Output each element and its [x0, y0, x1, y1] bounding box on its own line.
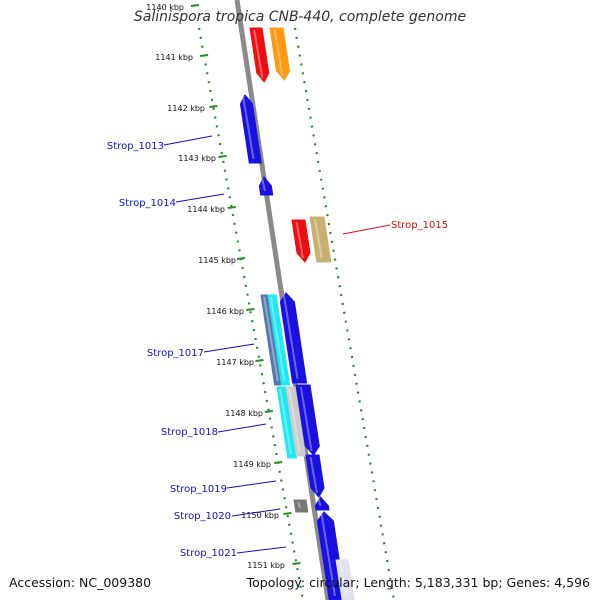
gene-strop-1013-highlight [242, 96, 255, 160]
gene-light-1021-highlight [339, 561, 348, 597]
tick-mark-3 [218, 155, 227, 158]
tick-label-1142: 1142 kbp [167, 104, 205, 113]
leader-strop-1020 [231, 508, 281, 517]
tick-mark-0 [190, 4, 200, 7]
gene-red-strop-1015[interactable] [291, 219, 311, 263]
gene-strop-1021-highlight [320, 513, 336, 597]
accession-text: Accession: NC_009380 [9, 575, 152, 590]
gene-gray-1018[interactable] [285, 386, 307, 457]
outer-dotted-ring [293, 27, 396, 600]
tick-label-1140: 1140 kbp [146, 3, 184, 12]
tick-label-1146: 1146 kbp [206, 307, 244, 316]
gene-label-strop-1017[interactable]: Strop_1017 [147, 348, 204, 359]
gene-strop-1014[interactable] [258, 176, 274, 196]
gene-labels: Strop_1013 Strop_1014 Strop_1015 Strop_1… [107, 135, 448, 559]
leader-strop-1017 [203, 343, 255, 353]
gene-blue-1018-right[interactable] [295, 384, 320, 456]
tick-mark-8 [264, 410, 273, 413]
tick-mark-11 [292, 562, 301, 565]
gene-label-strop-1015[interactable]: Strop_1015 [391, 220, 448, 231]
tick-label-1144: 1144 kbp [187, 205, 225, 214]
gene-strop-1018[interactable] [276, 386, 298, 459]
tick-mark-1 [199, 54, 209, 57]
gene-orange-top-highlight [273, 29, 284, 77]
gene-label-strop-1018[interactable]: Strop_1018 [161, 427, 218, 438]
genome-summary-text: Topology: circular; Length: 5,183,331 bp… [246, 575, 590, 590]
gene-red-top-highlight [253, 29, 264, 79]
gene-orange-top[interactable] [269, 27, 291, 81]
gene-label-strop-1014[interactable]: Strop_1014 [119, 198, 176, 209]
tick-mark-4 [227, 206, 236, 209]
tick-mark-5 [236, 257, 246, 260]
gene-strop-1017[interactable] [267, 294, 291, 386]
map-title: Salinispora tropica CNB-440, complete ge… [133, 9, 467, 25]
gene-gray-1018-highlight [288, 388, 301, 453]
gene-red-top[interactable] [249, 27, 270, 83]
tick-label-1151: 1151 kbp [247, 561, 285, 570]
tick-mark-10 [283, 512, 292, 515]
gene-blue-1018-right-highlight [299, 386, 313, 452]
gene-blue-1017-right[interactable] [279, 292, 308, 384]
tick-label-1148: 1148 kbp [225, 409, 263, 418]
gene-features [239, 27, 355, 600]
gene-strop-1014-highlight [261, 178, 266, 192]
gene-light-1021[interactable] [335, 559, 355, 600]
gene-label-strop-1019[interactable]: Strop_1019 [170, 484, 227, 495]
gene-strop-1017-highlight [269, 296, 286, 382]
tick-mark-6 [246, 308, 255, 311]
leader-strop-1014 [175, 193, 225, 203]
gene-blue-1020-highlight [317, 498, 322, 507]
leader-strop-1015 [342, 224, 391, 235]
gene-strop-1020[interactable] [293, 499, 309, 513]
tick-label-1150: 1150 kbp [241, 511, 279, 520]
leader-strop-1019 [226, 480, 277, 489]
leader-strop-1021 [236, 546, 287, 554]
gene-label-strop-1013[interactable]: Strop_1013 [107, 141, 164, 152]
tick-label-1143: 1143 kbp [178, 154, 216, 163]
gene-strop-1015[interactable] [309, 216, 332, 263]
gene-red-strop-1015-highlight [295, 221, 304, 259]
tick-label-1149: 1149 kbp [233, 460, 271, 469]
leader-strop-1013 [163, 135, 213, 146]
gene-blue-1017-right-highlight [282, 294, 299, 380]
gene-strop-1018-highlight [279, 388, 292, 455]
gene-strop-1019-highlight [309, 456, 318, 494]
tick-mark-9 [273, 461, 283, 464]
leader-strop-1018 [217, 423, 267, 433]
gene-strop-1020-highlight [297, 501, 301, 509]
gene-label-strop-1020[interactable]: Strop_1020 [174, 511, 231, 522]
gene-strop-1015-highlight [313, 218, 323, 259]
tick-mark-7 [255, 359, 264, 362]
gene-strop-1019[interactable] [305, 454, 325, 498]
gene-strop-1013[interactable] [239, 94, 262, 164]
gene-strop-1017-steel-highlight [263, 296, 279, 382]
tick-label-1147: 1147 kbp [216, 358, 254, 367]
gene-blue-1020[interactable] [314, 496, 330, 511]
tick-label-1145: 1145 kbp [198, 256, 236, 265]
tick-label-1141: 1141 kbp [155, 53, 193, 62]
kbp-tick-marks: 1140 kbp 1141 kbp 1142 kbp 1143 kbp 1144… [146, 3, 301, 570]
tick-mark-2 [209, 105, 218, 108]
gene-label-strop-1021[interactable]: Strop_1021 [180, 548, 237, 559]
